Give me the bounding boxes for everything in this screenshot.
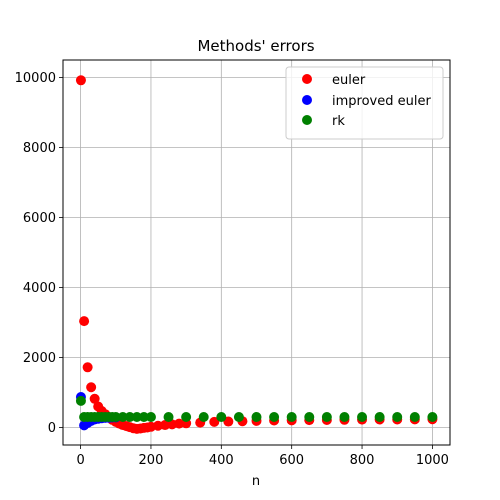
y-axis-ticks: 0 2000 4000 6000 8000 10000 bbox=[15, 71, 63, 436]
point-rk bbox=[124, 412, 135, 422]
point-euler bbox=[79, 316, 90, 327]
point-rk bbox=[339, 412, 350, 422]
legend-marker-improved-euler bbox=[302, 95, 312, 105]
point-rk bbox=[304, 412, 315, 422]
y-tick-label: 4000 bbox=[23, 281, 56, 296]
point-rk bbox=[374, 412, 385, 422]
x-tick-label: 400 bbox=[209, 453, 234, 468]
point-euler bbox=[86, 382, 97, 393]
legend-label-euler: euler bbox=[332, 73, 366, 88]
point-euler bbox=[75, 75, 86, 86]
point-rk bbox=[75, 395, 86, 406]
legend-box bbox=[285, 66, 444, 140]
point-rk bbox=[286, 412, 297, 422]
x-tick-label: 1000 bbox=[416, 453, 449, 468]
point-rk bbox=[216, 412, 227, 422]
series-rk bbox=[75, 395, 438, 422]
legend-marker-rk bbox=[302, 115, 312, 125]
point-rk bbox=[131, 412, 142, 422]
point-rk bbox=[163, 412, 174, 422]
legend-marker-euler bbox=[302, 74, 312, 84]
legend: euler improved euler rk bbox=[285, 66, 444, 140]
x-axis-label: n bbox=[252, 474, 260, 489]
data-points bbox=[75, 75, 438, 434]
x-tick-label: 200 bbox=[139, 453, 164, 468]
point-rk bbox=[409, 412, 420, 422]
point-rk bbox=[138, 412, 149, 422]
x-axis-ticks: 0 200 400 600 800 1000 bbox=[76, 445, 449, 468]
point-rk bbox=[145, 412, 156, 422]
point-rk bbox=[321, 412, 332, 422]
x-tick-label: 600 bbox=[279, 453, 304, 468]
point-euler bbox=[174, 418, 185, 429]
y-tick-label: 0 bbox=[48, 421, 56, 436]
x-tick-label: 0 bbox=[76, 453, 84, 468]
point-euler bbox=[82, 362, 93, 373]
point-rk bbox=[427, 412, 438, 422]
y-tick-label: 2000 bbox=[23, 351, 56, 366]
point-rk bbox=[198, 412, 209, 422]
y-tick-label: 8000 bbox=[23, 141, 56, 156]
point-rk bbox=[251, 412, 262, 422]
legend-label-improved-euler: improved euler bbox=[332, 94, 431, 109]
y-tick-label: 10000 bbox=[15, 71, 56, 86]
point-rk bbox=[110, 412, 121, 422]
point-euler bbox=[89, 393, 100, 404]
point-euler bbox=[209, 416, 220, 427]
point-rk bbox=[269, 412, 280, 422]
chart-title: Methods' errors bbox=[197, 37, 314, 55]
y-tick-label: 6000 bbox=[23, 211, 56, 226]
point-rk bbox=[181, 412, 192, 422]
point-rk bbox=[117, 412, 128, 422]
x-tick-label: 800 bbox=[350, 453, 375, 468]
point-rk bbox=[392, 412, 403, 422]
point-rk bbox=[233, 412, 244, 422]
legend-label-rk: rk bbox=[332, 114, 345, 129]
point-rk bbox=[357, 412, 368, 422]
plot-frame bbox=[62, 59, 451, 446]
